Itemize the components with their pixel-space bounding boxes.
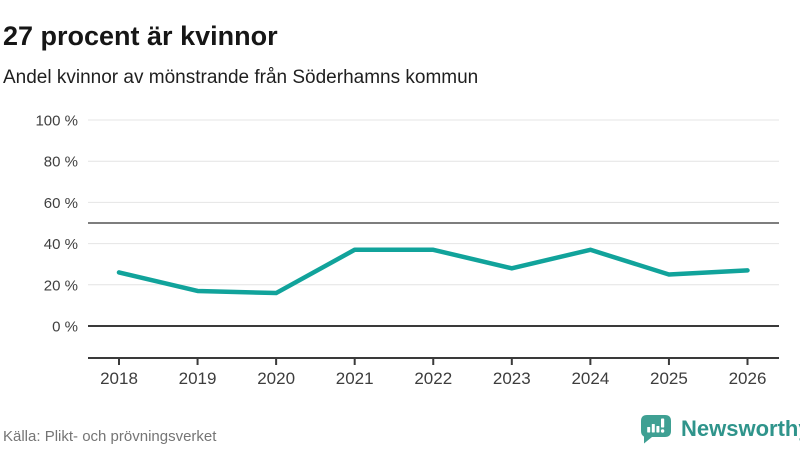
y-tick-label: 0 % — [52, 319, 78, 336]
x-tick-label: 2021 — [336, 369, 374, 388]
x-tick-label: 2025 — [650, 369, 688, 388]
y-tick-label: 60 % — [44, 195, 78, 212]
x-tick-label: 2026 — [729, 369, 767, 388]
x-axis-ticks — [118, 358, 749, 365]
x-tick-label: 2023 — [493, 369, 531, 388]
source-note: Källa: Plikt- och prövningsverket — [3, 428, 217, 445]
gridlines — [88, 119, 779, 327]
y-tick-label: 40 % — [44, 236, 78, 253]
y-tick-label: 100 % — [35, 113, 78, 130]
x-tick-label: 2024 — [571, 369, 609, 388]
x-tick-label: 2020 — [257, 369, 295, 388]
chart-title: 27 procent är kvinnor — [3, 21, 278, 52]
series-line — [116, 247, 750, 296]
chart-subtitle: Andel kvinnor av mönstrande från Söderha… — [3, 67, 479, 88]
x-tick-label: 2018 — [100, 369, 138, 388]
x-tick-label: 2019 — [179, 369, 217, 388]
x-axis-labels: 2018 2019 2020 2021 2022 2023 2024 2025 2026 — [100, 369, 766, 388]
newsworthy-logo: Newsworthy — [640, 414, 800, 444]
y-axis-labels: 0 % 20 % 40 % 60 % 80 % 100 % — [35, 113, 78, 336]
y-tick-label: 20 % — [44, 277, 78, 294]
newsworthy-logo-text: Newsworthy — [681, 416, 800, 441]
line-chart: 0 % 20 % 40 % 60 % 80 % 100 % 2018 2019 2020 2021… — [35, 113, 779, 388]
y-tick-label: 80 % — [44, 154, 78, 171]
x-tick-label: 2022 — [414, 369, 452, 388]
newsworthy-logo-icon — [641, 415, 671, 444]
